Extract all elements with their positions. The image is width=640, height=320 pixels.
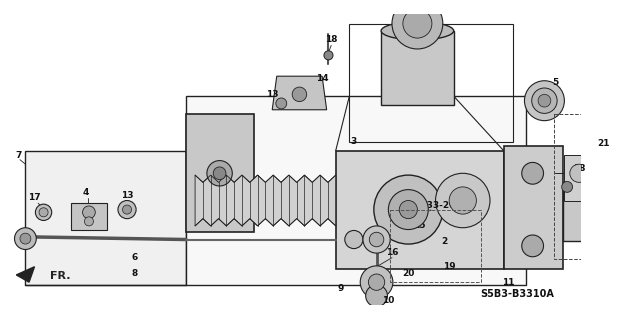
Circle shape	[369, 274, 385, 290]
Circle shape	[292, 87, 307, 102]
Circle shape	[388, 190, 428, 229]
Circle shape	[522, 235, 543, 257]
Circle shape	[84, 217, 93, 226]
Text: 10: 10	[382, 296, 394, 305]
Circle shape	[524, 81, 564, 121]
Polygon shape	[563, 182, 599, 241]
Circle shape	[365, 285, 387, 307]
Text: 15: 15	[413, 220, 426, 229]
Circle shape	[369, 232, 384, 247]
Polygon shape	[17, 267, 35, 282]
Text: 2: 2	[442, 237, 448, 246]
Circle shape	[403, 9, 432, 38]
Circle shape	[360, 266, 393, 299]
Circle shape	[207, 161, 232, 186]
Text: 8: 8	[131, 268, 138, 277]
Circle shape	[276, 98, 287, 109]
Circle shape	[118, 201, 136, 219]
Circle shape	[122, 205, 132, 214]
Circle shape	[538, 94, 551, 107]
Circle shape	[392, 0, 443, 49]
Polygon shape	[71, 203, 107, 230]
Circle shape	[532, 88, 557, 113]
Circle shape	[15, 228, 36, 250]
Text: 13: 13	[266, 90, 278, 99]
Circle shape	[570, 164, 588, 182]
Circle shape	[614, 200, 634, 220]
Polygon shape	[26, 151, 186, 285]
Bar	[349, 24, 513, 141]
Bar	[390, 210, 481, 282]
Text: 13: 13	[121, 191, 133, 200]
Circle shape	[449, 187, 476, 214]
Circle shape	[615, 232, 634, 251]
Circle shape	[345, 230, 363, 249]
Text: 16: 16	[386, 248, 398, 257]
Circle shape	[363, 226, 390, 253]
Text: 18: 18	[573, 164, 585, 173]
Circle shape	[374, 175, 443, 244]
Bar	[554, 114, 640, 260]
Ellipse shape	[381, 22, 454, 40]
Circle shape	[39, 208, 48, 217]
Polygon shape	[599, 192, 640, 232]
Polygon shape	[272, 76, 326, 110]
Text: 14: 14	[316, 74, 328, 83]
Text: 17: 17	[28, 193, 41, 202]
Polygon shape	[564, 155, 595, 201]
Text: 21: 21	[597, 139, 610, 148]
Text: 3: 3	[351, 137, 357, 146]
Text: 19: 19	[443, 262, 456, 271]
Polygon shape	[195, 175, 336, 226]
Polygon shape	[381, 31, 454, 105]
Text: 5: 5	[552, 78, 559, 87]
Polygon shape	[186, 96, 526, 285]
Circle shape	[522, 162, 543, 184]
Text: 6: 6	[131, 253, 138, 262]
Text: S5B3-B3310A: S5B3-B3310A	[480, 289, 554, 299]
Polygon shape	[336, 151, 504, 268]
Circle shape	[436, 173, 490, 228]
Circle shape	[562, 181, 573, 192]
Text: 7: 7	[15, 151, 21, 160]
Circle shape	[606, 191, 640, 228]
Text: B-33-20: B-33-20	[416, 201, 455, 210]
Circle shape	[324, 51, 333, 60]
Circle shape	[399, 201, 417, 219]
Text: 9: 9	[337, 284, 344, 293]
Circle shape	[35, 204, 52, 220]
Text: 18: 18	[325, 36, 337, 44]
Circle shape	[213, 167, 226, 180]
Polygon shape	[504, 146, 563, 268]
Text: FR.: FR.	[50, 271, 70, 281]
Text: 4: 4	[83, 188, 90, 197]
Circle shape	[83, 206, 95, 219]
Polygon shape	[604, 185, 640, 255]
Polygon shape	[186, 114, 254, 232]
Circle shape	[20, 233, 31, 244]
Text: 11: 11	[502, 278, 515, 287]
Text: 20: 20	[402, 268, 415, 277]
